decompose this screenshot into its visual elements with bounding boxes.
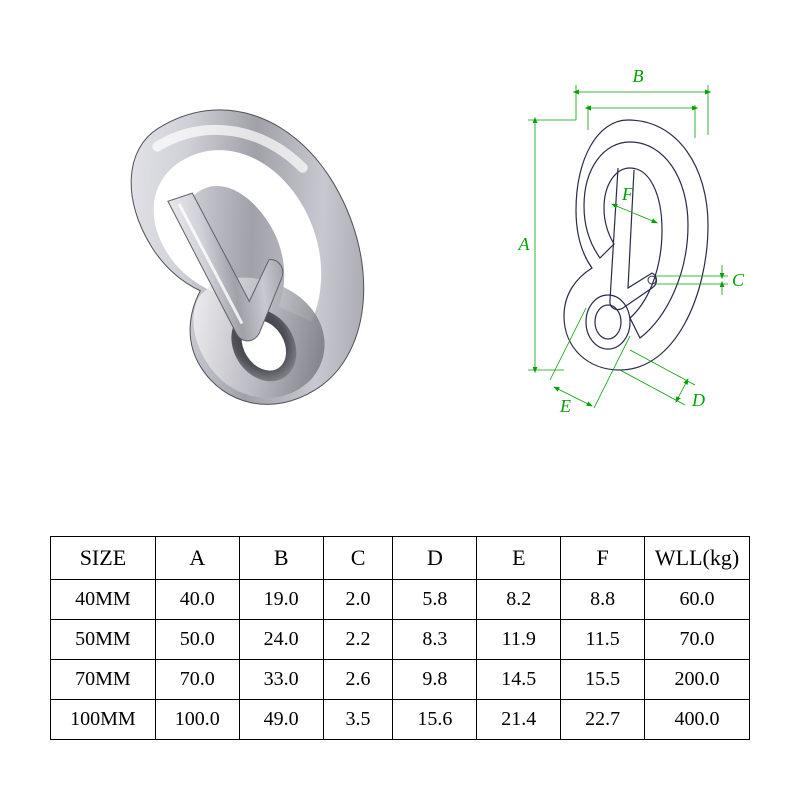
cell: 100MM: [51, 700, 156, 740]
cell: 100.0: [155, 700, 239, 740]
table-row: 70MM 70.0 33.0 2.6 9.8 14.5 15.5 200.0: [51, 660, 750, 700]
cell: 8.2: [477, 580, 561, 620]
hook-outline: [564, 120, 708, 370]
col-WLL: WLL(kg): [645, 537, 750, 580]
dimension-diagram: B A F: [480, 50, 760, 450]
dim-F: F: [614, 184, 655, 222]
cell: 70MM: [51, 660, 156, 700]
dim-A: A: [518, 120, 577, 370]
dim-B: B: [576, 66, 708, 138]
spec-table: SIZE A B C D E F WLL(kg) 40MM 40.0 19.0 …: [50, 536, 750, 740]
cell: 5.8: [393, 580, 477, 620]
cell: 11.5: [561, 620, 645, 660]
col-E: E: [477, 537, 561, 580]
label-C: C: [732, 270, 745, 290]
label-D: D: [691, 390, 705, 410]
cell: 14.5: [477, 660, 561, 700]
label-A: A: [518, 234, 531, 254]
cell: 60.0: [645, 580, 750, 620]
cell: 40.0: [155, 580, 239, 620]
cell: 2.6: [323, 660, 393, 700]
product-photo: [30, 50, 450, 470]
table-row: 100MM 100.0 49.0 3.5 15.6 21.4 22.7 400.…: [51, 700, 750, 740]
col-D: D: [393, 537, 477, 580]
cell: 2.2: [323, 620, 393, 660]
cell: 15.6: [393, 700, 477, 740]
col-B: B: [239, 537, 323, 580]
table-row: 40MM 40.0 19.0 2.0 5.8 8.2 8.8 60.0: [51, 580, 750, 620]
cell: 22.7: [561, 700, 645, 740]
label-B: B: [633, 66, 644, 86]
cell: 8.8: [561, 580, 645, 620]
spec-table-container: SIZE A B C D E F WLL(kg) 40MM 40.0 19.0 …: [50, 536, 750, 740]
cell: 8.3: [393, 620, 477, 660]
cell: 21.4: [477, 700, 561, 740]
top-visual-area: B A F: [0, 0, 800, 480]
table-header-row: SIZE A B C D E F WLL(kg): [51, 537, 750, 580]
cell: 70.0: [155, 660, 239, 700]
label-F: F: [621, 184, 634, 204]
cell: 49.0: [239, 700, 323, 740]
col-A: A: [155, 537, 239, 580]
cell: 200.0: [645, 660, 750, 700]
cell: 15.5: [561, 660, 645, 700]
cell: 24.0: [239, 620, 323, 660]
col-F: F: [561, 537, 645, 580]
table-body: 40MM 40.0 19.0 2.0 5.8 8.2 8.8 60.0 50MM…: [51, 580, 750, 740]
dim-D: D: [620, 350, 705, 410]
cell: 400.0: [645, 700, 750, 740]
col-size: SIZE: [51, 537, 156, 580]
table-row: 50MM 50.0 24.0 2.2 8.3 11.9 11.5 70.0: [51, 620, 750, 660]
label-E: E: [559, 396, 571, 416]
cell: 3.5: [323, 700, 393, 740]
dim-C: C: [656, 265, 745, 295]
cell: 11.9: [477, 620, 561, 660]
cell: 19.0: [239, 580, 323, 620]
cell: 9.8: [393, 660, 477, 700]
col-C: C: [323, 537, 393, 580]
cell: 70.0: [645, 620, 750, 660]
cell: 40MM: [51, 580, 156, 620]
cell: 50.0: [155, 620, 239, 660]
cell: 33.0: [239, 660, 323, 700]
cell: 2.0: [323, 580, 393, 620]
cell: 50MM: [51, 620, 156, 660]
